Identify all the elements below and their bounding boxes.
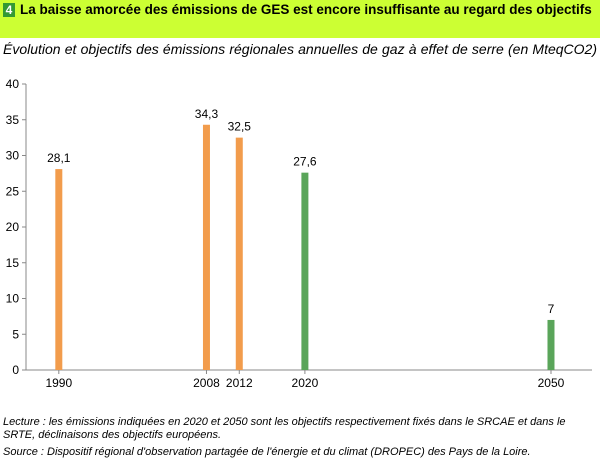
x-tick-label-2008: 2008 bbox=[193, 376, 220, 390]
x-tick-label-1990: 1990 bbox=[45, 376, 72, 390]
bar-2020 bbox=[301, 172, 309, 370]
data-label-2050: 7 bbox=[548, 302, 555, 316]
y-tick-label: 0 bbox=[12, 363, 19, 377]
bar-chart: 0 5 10 15 20 25 30 35 40 28,1 1990 34,3 2008 32,5 2012… bbox=[6, 77, 592, 390]
data-label-2012: 32,5 bbox=[228, 120, 252, 134]
y-tick-label: 25 bbox=[6, 184, 20, 198]
x-tick-label-2012: 2012 bbox=[226, 376, 253, 390]
y-tick-label: 35 bbox=[6, 113, 20, 127]
bar-1990 bbox=[55, 169, 63, 370]
y-tick-label: 40 bbox=[6, 77, 20, 91]
chart-subtitle: Évolution et objectifs des émissions rég… bbox=[3, 41, 597, 57]
bar-2012 bbox=[235, 137, 243, 370]
figure-number-badge: 4 bbox=[3, 3, 15, 17]
y-tick-label: 10 bbox=[6, 292, 20, 306]
y-tick-label: 5 bbox=[12, 327, 19, 341]
data-label-2020: 27,6 bbox=[293, 155, 317, 169]
figure-header: 4 La baisse amorcée des émissions de GES… bbox=[0, 0, 600, 38]
y-tick-label: 30 bbox=[6, 149, 20, 163]
y-tick-label: 15 bbox=[6, 256, 20, 270]
x-tick-label-2050: 2050 bbox=[538, 376, 565, 390]
data-label-2008: 34,3 bbox=[195, 107, 219, 121]
figure-title: La baisse amorcée des émissions de GES e… bbox=[20, 2, 592, 17]
bar-2008 bbox=[202, 124, 210, 370]
bar-2050 bbox=[547, 319, 555, 370]
source-note: Source : Dispositif régional d'observati… bbox=[3, 446, 531, 458]
data-label-1990: 28,1 bbox=[47, 151, 71, 165]
reading-note: Lecture : les émissions indiquées en 202… bbox=[3, 416, 566, 441]
y-tick-label: 20 bbox=[6, 220, 20, 234]
x-tick-label-2020: 2020 bbox=[292, 376, 319, 390]
